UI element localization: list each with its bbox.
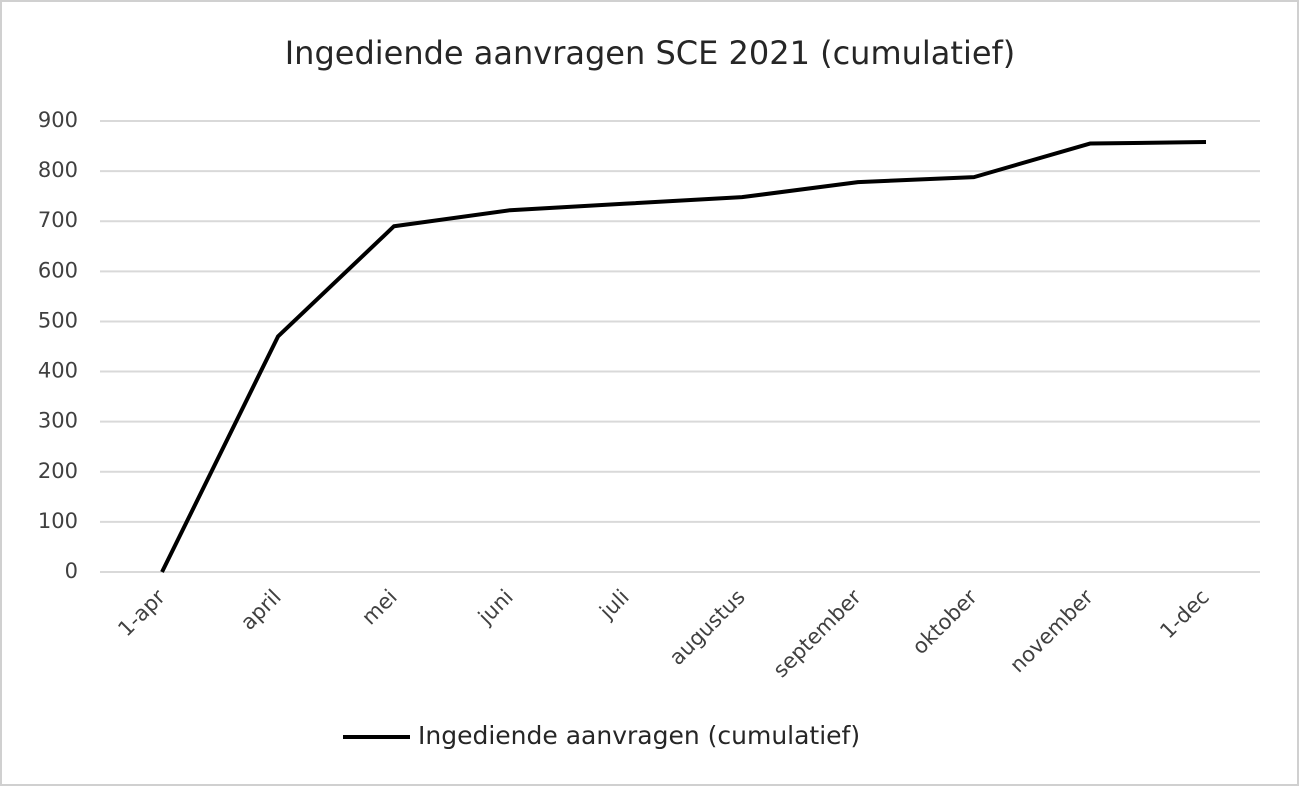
y-tick-label: 100	[38, 509, 78, 533]
legend-label: Ingediende aanvragen (cumulatief)	[418, 721, 860, 750]
y-tick-label: 300	[38, 409, 78, 433]
y-tick-label: 200	[38, 459, 78, 483]
line-series	[160, 140, 1207, 573]
chart-title: Ingediende aanvragen SCE 2021 (cumulatie…	[285, 34, 1016, 72]
y-tick-label: 700	[38, 208, 78, 232]
y-tick-label: 900	[38, 108, 78, 132]
y-tick-label: 500	[38, 308, 78, 332]
y-tick-label: 400	[38, 359, 78, 383]
y-tick-label: 800	[38, 158, 78, 182]
y-tick-label: 600	[38, 258, 78, 282]
y-tick-label: 0	[65, 559, 78, 583]
